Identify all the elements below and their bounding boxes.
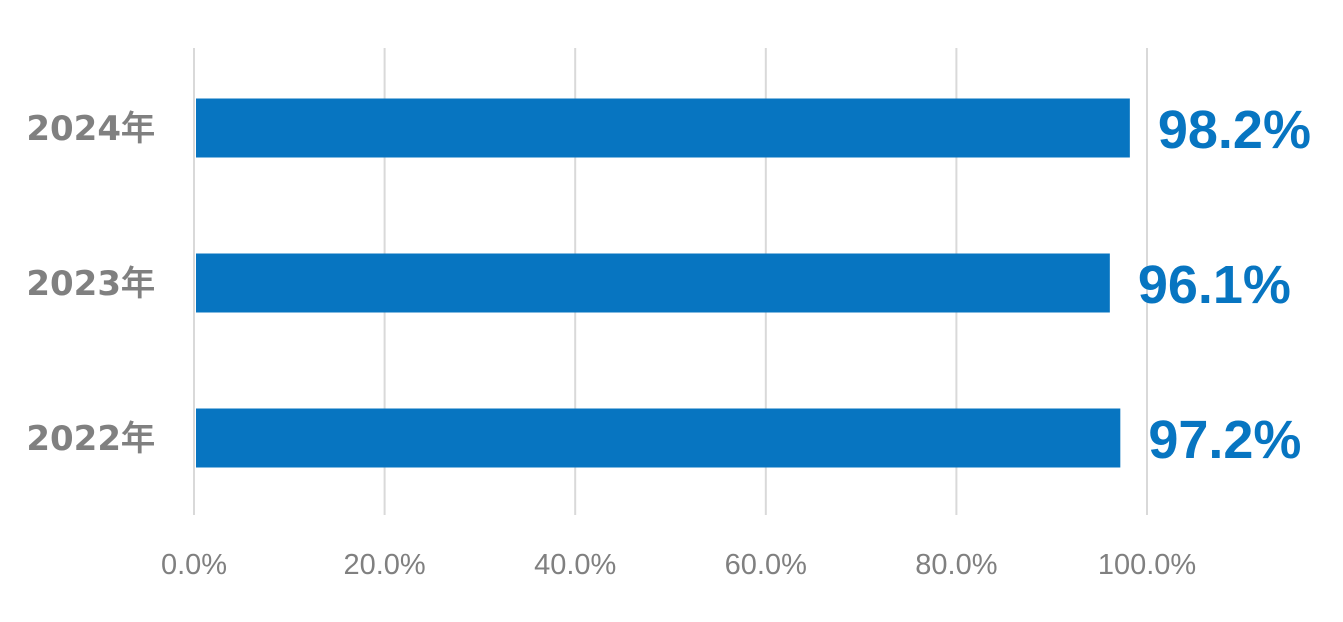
bar-2: [196, 408, 1121, 468]
category-labels: 2024年 2023年 2022年: [26, 109, 155, 459]
x-tick-label-5: 100.0%: [1098, 549, 1196, 581]
x-tick-label-4: 80.0%: [915, 549, 997, 581]
category-label-0: 2024年: [26, 109, 155, 149]
bar-0: [196, 98, 1130, 158]
data-label-2: 97.2%: [1148, 410, 1301, 470]
x-tick-label-2: 40.0%: [534, 549, 616, 581]
data-labels: 98.2% 96.1% 97.2%: [1138, 100, 1311, 470]
x-axis-tick-labels: 0.0% 20.0% 40.0% 60.0% 80.0% 100.0%: [161, 549, 1196, 581]
x-tick-label-1: 20.0%: [343, 549, 425, 581]
data-label-1: 96.1%: [1138, 255, 1291, 315]
bar-1: [196, 253, 1110, 313]
category-label-1: 2023年: [26, 264, 155, 304]
bars: [196, 98, 1130, 468]
category-label-2: 2022年: [26, 419, 155, 459]
data-label-0: 98.2%: [1158, 100, 1311, 160]
x-tick-label-3: 60.0%: [725, 549, 807, 581]
x-tick-label-0: 0.0%: [161, 549, 227, 581]
